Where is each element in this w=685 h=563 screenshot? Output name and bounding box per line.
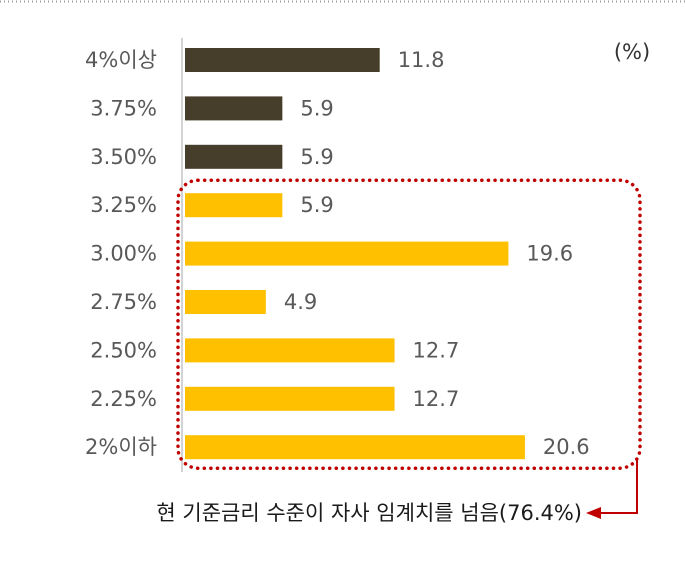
bar-7 bbox=[185, 338, 395, 363]
plot-area: 4%이상 11.8 3.75% 5.9 3.50% 5.9 3.25% 5.9 3.00% 19.… bbox=[85, 48, 590, 460]
category-label-4: 3.25% bbox=[90, 193, 157, 217]
category-label-9: 2%이하 bbox=[85, 435, 157, 459]
bar-1 bbox=[185, 48, 380, 72]
category-label-2: 3.75% bbox=[90, 96, 157, 120]
arrow-head-icon bbox=[586, 507, 601, 519]
highlight-box bbox=[176, 178, 642, 470]
bar-9 bbox=[185, 435, 525, 460]
annotation-arrow bbox=[600, 459, 638, 514]
bar-8 bbox=[185, 386, 395, 411]
bar-5 bbox=[185, 241, 509, 266]
value-label-4: 5.9 bbox=[300, 193, 333, 217]
bar-2 bbox=[185, 96, 283, 121]
value-label-3: 5.9 bbox=[300, 145, 333, 169]
value-label-2: 5.9 bbox=[300, 96, 333, 120]
bar-4 bbox=[185, 193, 283, 218]
value-label-1: 11.8 bbox=[398, 48, 445, 72]
bar-3 bbox=[185, 144, 283, 169]
category-label-5: 3.00% bbox=[90, 242, 157, 266]
value-label-9: 20.6 bbox=[543, 435, 590, 459]
category-label-7: 2.50% bbox=[90, 338, 157, 362]
annotation-text: 현 기준금리 수준이 자사 임계치를 넘음(76.4%) bbox=[156, 501, 582, 525]
bar-6 bbox=[185, 290, 266, 314]
category-label-8: 2.25% bbox=[90, 387, 157, 411]
value-label-8: 12.7 bbox=[413, 387, 460, 411]
category-label-3: 3.50% bbox=[90, 145, 157, 169]
unit-label: (%) bbox=[614, 40, 650, 64]
category-label-1: 4%이상 bbox=[85, 48, 157, 72]
value-label-5: 19.6 bbox=[526, 242, 573, 266]
value-label-6: 4.9 bbox=[284, 290, 317, 314]
category-label-6: 2.75% bbox=[90, 290, 157, 314]
value-label-7: 12.7 bbox=[413, 338, 460, 362]
